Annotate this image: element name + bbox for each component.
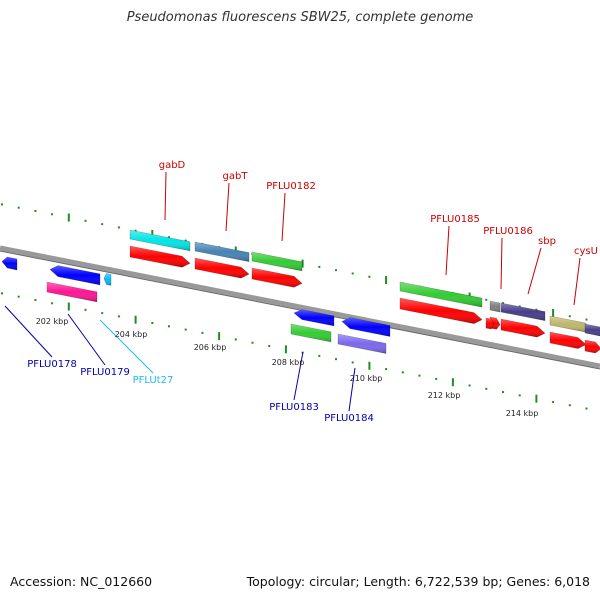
gabT-leader-line [225,182,230,232]
PFLU0183-leader-line [293,351,304,401]
cysU-cds-arrow-shading [550,332,586,349]
scale-label: 206 kbp [194,343,227,352]
PFLU0178-label: PFLU0178 [27,359,77,370]
gabD-leader-line [164,171,167,221]
scale-label: 204 kbp [115,330,148,339]
PFLU0183-cds-arrow-shading [294,309,334,326]
cysU-leader-line [573,257,581,306]
genome-summary-text: Topology: circular; Length: 6,722,539 bp… [246,574,590,589]
PFLU0178-cds-arrow-shading [50,265,100,285]
PFLU0182-leader-line [281,192,286,242]
scale-label: 208 kbp [272,358,305,367]
partial-cds-arrow-shading [585,340,600,353]
gabD-label: gabD [159,160,186,171]
gabD-cds-arrow-shading [130,246,190,268]
PFLUt27-leader-line [99,319,154,374]
genome-backbone [0,245,600,369]
sbp-gene-box-shading [501,303,545,321]
fragment-arrow-shading [486,318,494,329]
scale-label: 210 kbp [350,374,383,383]
PFLU0179-label: PFLU0179 [80,367,130,378]
PFLU0184-gene-box-shading [338,334,386,354]
PFLU0184-cds-arrow-shading [342,317,390,337]
PFLUt27-label: PFLUt27 [133,375,174,386]
sbp-label: sbp [538,236,556,247]
cysU-label: cysU [574,246,598,257]
gabD-gene-box-shading [130,230,190,251]
accession-text: Accession: NC_012660 [10,574,153,589]
feature-layer [1,229,600,354]
diagram-title: Pseudomonas fluorescens SBW25, complete … [126,10,474,25]
scale-label: 212 kbp [428,391,461,400]
PFLU0185-gene-box-shading [400,282,482,308]
PFLU0185-cds-arrow-shading [400,298,482,324]
sbp-leader-line [527,247,542,295]
gabT-label: gabT [223,171,249,182]
scale-label: 214 kbp [506,409,539,418]
PFLU0186-label: PFLU0186 [483,226,533,237]
PFLU0179-leader-line [67,313,106,366]
PFLU0186-leader-line [500,237,503,290]
PFLU0178-leader-line [4,305,53,358]
scale-label-layer: 202 kbp 204 kbp 206 kbp 208 kbp 210 kbp 212 k… [36,317,539,418]
gabT-cds-arrow-shading [195,258,249,279]
scale-label: 202 kbp [36,317,69,326]
cysU-gene-box-shading [550,316,586,333]
lower-tick-track [1,292,588,410]
PFLU0184-label: PFLU0184 [324,413,374,424]
sbp-cds-arrow-shading [501,319,545,338]
PFLU0185-label: PFLU0185 [430,214,480,225]
PFLU0185-leader-line [445,225,450,276]
partial-gene-box-shading [585,324,600,336]
PFLU0182-label: PFLU0182 [266,181,316,192]
PFLU0186-gene-box-shading [490,301,500,312]
PFLUt27-arrow-shading [104,273,111,286]
PFLU0182-cds-arrow-shading [252,268,302,288]
PFLU0183-gene-box-shading [291,324,331,342]
PFLU0179-gene-box-shading [47,282,97,302]
PFLU0177-cds-arrow-shading [2,257,17,270]
PFLU0182-gene-box-shading [252,252,302,271]
genome-backbone-shadow [0,250,600,370]
gabT-gene-box-shading [195,242,249,262]
PFLU0183-label: PFLU0183 [269,402,319,413]
PFLU0184-leader-line [348,367,356,412]
